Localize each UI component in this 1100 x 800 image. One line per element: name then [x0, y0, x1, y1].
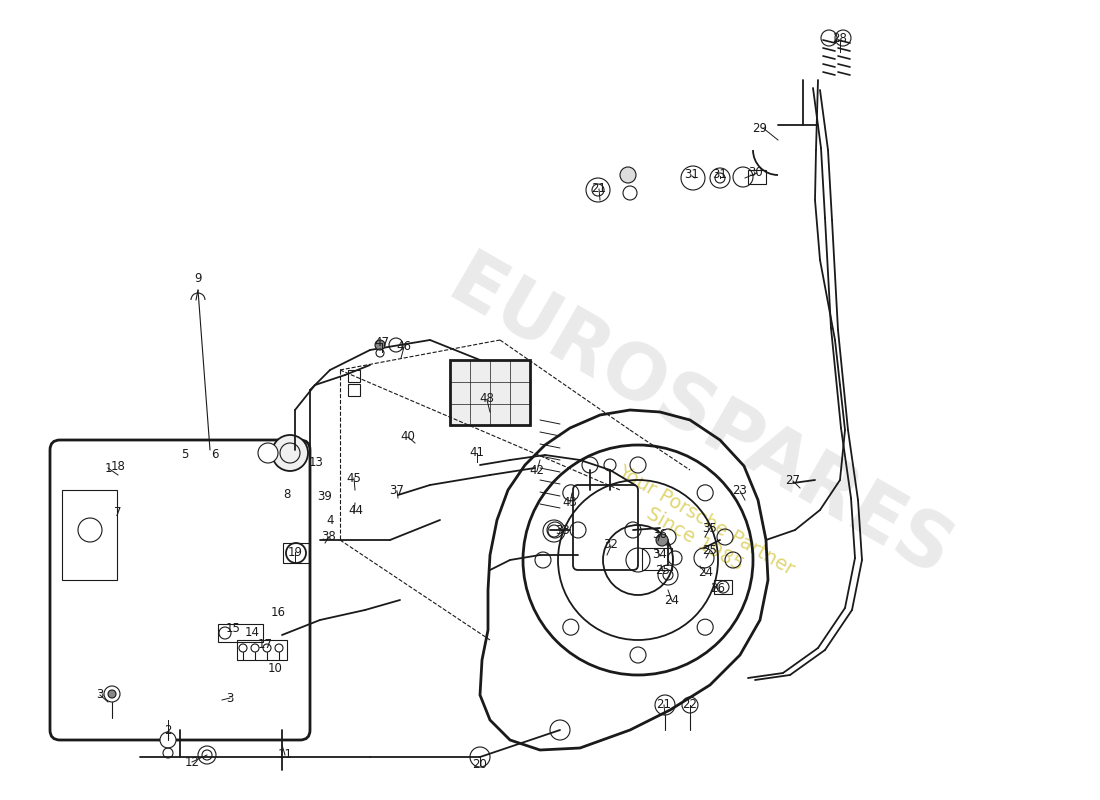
Text: 22: 22: [682, 698, 697, 710]
Text: 14: 14: [244, 626, 260, 639]
Text: 23: 23: [733, 483, 747, 497]
Text: 21: 21: [657, 698, 671, 710]
Text: 31: 31: [684, 169, 700, 182]
Text: 28: 28: [833, 31, 847, 45]
Text: 25: 25: [656, 563, 670, 577]
Text: Your Porsche Partner
Since 1985: Your Porsche Partner Since 1985: [603, 462, 798, 598]
Text: 8: 8: [284, 487, 290, 501]
Text: 48: 48: [480, 393, 494, 406]
Bar: [714, 580, 732, 594]
Text: 35: 35: [703, 522, 717, 534]
Text: 19: 19: [287, 546, 303, 558]
Text: 11: 11: [277, 749, 293, 762]
Text: 20: 20: [473, 758, 487, 771]
Text: 5: 5: [182, 449, 189, 462]
Text: 30: 30: [749, 166, 763, 179]
Text: 3: 3: [97, 689, 103, 702]
Circle shape: [160, 732, 176, 748]
Circle shape: [626, 548, 650, 572]
Text: 24: 24: [698, 566, 714, 579]
Text: 42: 42: [529, 463, 544, 477]
Text: 2: 2: [164, 723, 172, 737]
Text: 18: 18: [111, 459, 125, 473]
Bar: [348, 370, 360, 382]
Text: 31: 31: [713, 169, 727, 182]
Text: 47: 47: [374, 335, 389, 349]
Text: 46: 46: [396, 339, 411, 353]
Text: 41: 41: [470, 446, 484, 458]
Text: 39: 39: [318, 490, 332, 503]
Text: 7: 7: [114, 506, 122, 519]
Circle shape: [258, 443, 278, 463]
Text: 17: 17: [257, 638, 273, 651]
Text: 29: 29: [752, 122, 768, 134]
Text: 25: 25: [703, 543, 717, 557]
Bar: [62, 490, 117, 580]
Text: 15: 15: [226, 622, 241, 635]
Text: EUROSPARES: EUROSPARES: [436, 246, 964, 594]
Text: 45: 45: [346, 471, 362, 485]
Text: 40: 40: [400, 430, 416, 442]
Text: 27: 27: [785, 474, 801, 486]
Text: 16: 16: [271, 606, 286, 618]
Circle shape: [375, 340, 385, 350]
Text: 36: 36: [652, 527, 668, 541]
Bar: [236, 640, 287, 660]
Text: 21: 21: [592, 182, 606, 194]
Circle shape: [108, 690, 115, 698]
Text: 43: 43: [562, 495, 578, 509]
Text: 33: 33: [556, 523, 571, 537]
Text: 32: 32: [604, 538, 618, 551]
Text: 4: 4: [327, 514, 333, 526]
Text: 1: 1: [104, 462, 112, 474]
Text: 24: 24: [664, 594, 680, 606]
Bar: [348, 384, 360, 396]
Circle shape: [272, 435, 308, 471]
Text: 3: 3: [227, 691, 233, 705]
Text: 37: 37: [389, 483, 405, 497]
Bar: [283, 543, 309, 563]
Text: 26: 26: [711, 582, 726, 594]
Text: 34: 34: [652, 549, 668, 562]
Bar: [450, 360, 530, 425]
Text: 6: 6: [211, 449, 219, 462]
Circle shape: [104, 686, 120, 702]
Text: 10: 10: [267, 662, 283, 674]
Text: 38: 38: [321, 530, 337, 542]
Circle shape: [656, 534, 668, 546]
Bar: [642, 548, 672, 570]
Text: 44: 44: [349, 505, 363, 518]
Circle shape: [620, 167, 636, 183]
Text: 9: 9: [195, 271, 201, 285]
Bar: [748, 170, 766, 184]
Text: 13: 13: [309, 455, 323, 469]
Text: 12: 12: [185, 755, 199, 769]
Bar: [218, 624, 263, 642]
